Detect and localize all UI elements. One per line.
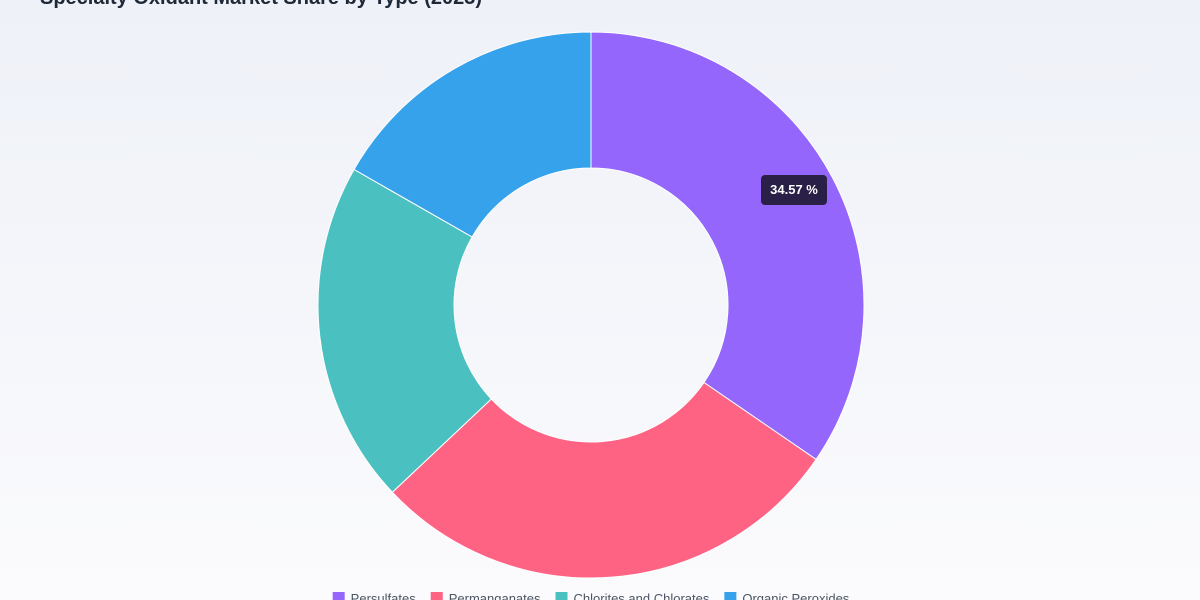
- legend-swatch: [724, 592, 737, 600]
- tooltip-label: 34.57 %: [770, 182, 818, 197]
- slice: [317, 168, 493, 493]
- legend-swatch: [555, 592, 568, 600]
- tooltip: 34.57 %: [761, 175, 827, 205]
- legend-label: Persulfates: [351, 591, 417, 600]
- chart-title: Specialty Oxidant Market Share by Type (…: [40, 0, 482, 9]
- legend-label: Permanganates: [449, 591, 541, 600]
- legend-label: Organic Peroxides: [742, 591, 849, 600]
- slice: [353, 31, 592, 238]
- slice: [590, 31, 865, 461]
- legend-label: Chlorites and Chlorates: [574, 591, 710, 600]
- tooltip-box: [761, 175, 827, 205]
- legend-swatch: [430, 592, 443, 600]
- legend: Persulfates Permanganates Chlorites and Ch…: [332, 591, 850, 600]
- slice: [391, 381, 817, 579]
- legend-swatch: [332, 592, 345, 600]
